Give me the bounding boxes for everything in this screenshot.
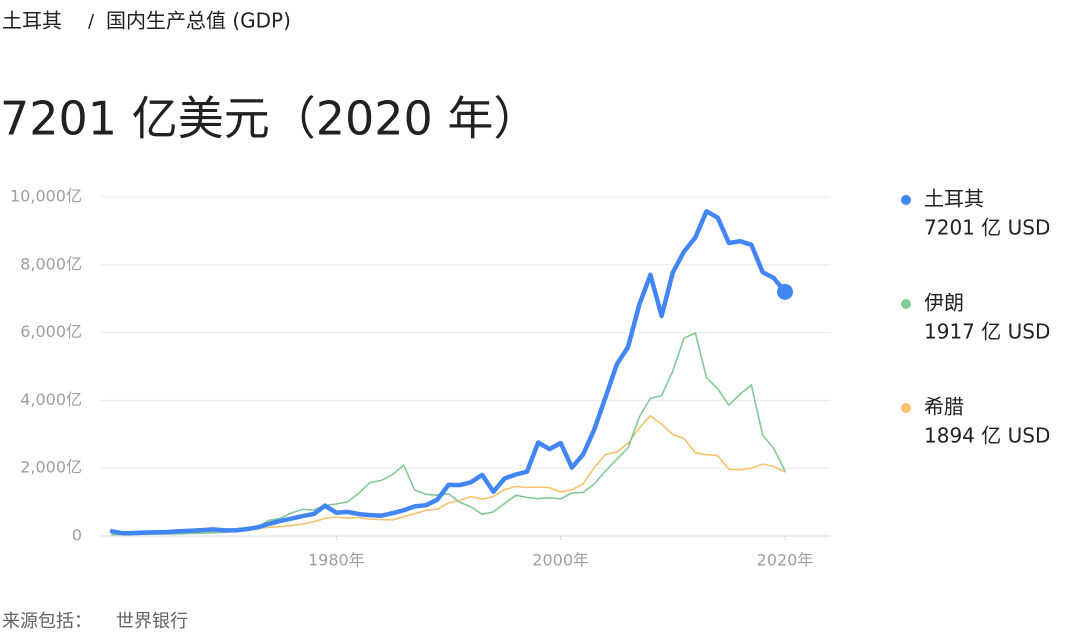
legend-name: 伊朗	[924, 291, 964, 315]
y-tick-label: 4,000亿	[20, 390, 82, 409]
end-point	[777, 283, 793, 300]
series-line	[111, 415, 786, 536]
legend-name: 土耳其	[924, 187, 984, 211]
y-tick-label: 6,000亿	[20, 322, 82, 341]
x-tick-label: 1980年	[308, 551, 365, 570]
source-label: 来源包括：	[2, 611, 92, 632]
y-tick-label: 10,000亿	[10, 187, 82, 206]
series-line	[109, 209, 788, 536]
legend-dot	[901, 299, 911, 309]
y-tick-label: 8,000亿	[20, 254, 82, 273]
legend-dot	[901, 403, 911, 413]
x-tick-label: 2020年	[757, 551, 814, 570]
breadcrumb-separator: /	[88, 11, 95, 32]
breadcrumb-current: 国内生产总值 (GDP)	[106, 9, 291, 33]
series-line	[111, 332, 786, 536]
breadcrumb-parent[interactable]: 土耳其	[2, 9, 62, 33]
source-name[interactable]: 世界银行	[116, 611, 188, 632]
legend-value: 1917 亿 USD	[924, 320, 1050, 344]
chart-title: 7201 亿美元（2020 年）	[0, 92, 539, 146]
legend-dot	[901, 195, 911, 205]
legend-name: 希腊	[924, 395, 964, 419]
x-tick-label: 2000年	[532, 551, 589, 570]
legend-value: 7201 亿 USD	[924, 216, 1050, 240]
y-tick-label: 2,000亿	[20, 458, 82, 477]
y-tick-label: 0	[72, 526, 82, 545]
legend-value: 1894 亿 USD	[924, 424, 1050, 448]
